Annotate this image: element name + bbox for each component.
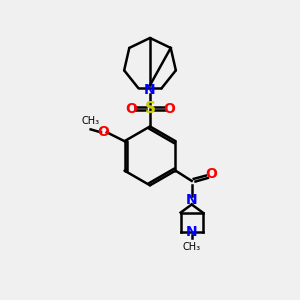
Text: O: O — [163, 102, 175, 116]
Text: O: O — [125, 102, 137, 116]
Text: O: O — [98, 125, 109, 139]
Text: S: S — [145, 101, 155, 116]
Text: N: N — [186, 193, 197, 207]
Text: N: N — [186, 225, 197, 239]
Text: CH₃: CH₃ — [82, 116, 100, 126]
Text: O: O — [206, 167, 218, 181]
Text: N: N — [144, 82, 156, 97]
Text: CH₃: CH₃ — [183, 242, 201, 252]
